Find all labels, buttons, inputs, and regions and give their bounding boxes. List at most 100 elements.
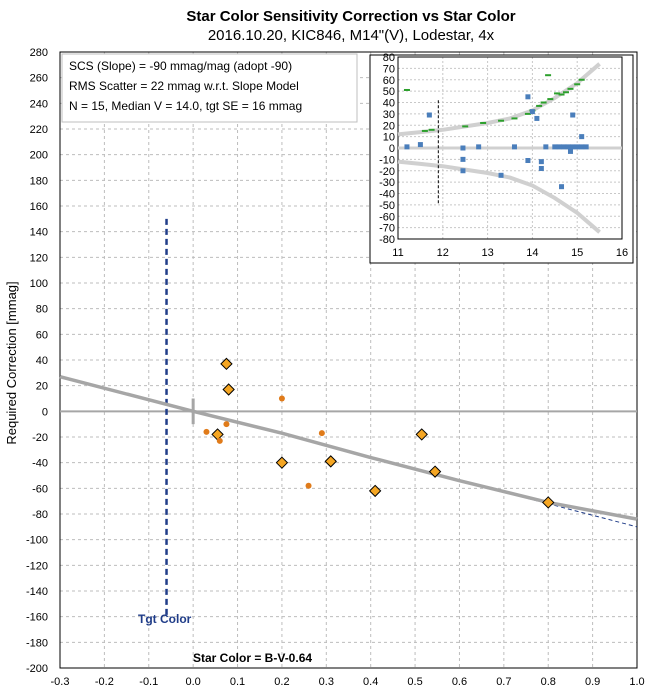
inset-y-tick-label: 0 <box>389 143 395 155</box>
x-tick-label: -0.1 <box>139 676 158 688</box>
inset-residual-point <box>460 156 466 162</box>
x-tick-label: 0.7 <box>496 676 511 688</box>
y-tick-label: 160 <box>30 201 48 213</box>
y-tick-label: -160 <box>26 612 48 624</box>
inset-x-tick-label: 14 <box>526 247 538 259</box>
inset-residual-point <box>534 115 540 121</box>
dot-point <box>223 421 230 428</box>
inset-y-tick-label: -80 <box>379 234 395 246</box>
inset-residual-point <box>552 144 558 150</box>
inset-se-mark <box>540 101 547 104</box>
main-plot-area <box>59 218 638 617</box>
dot-point <box>216 437 223 444</box>
inset-residual-point <box>561 144 567 150</box>
x-tick-label: 1.0 <box>629 676 644 688</box>
model-curve <box>59 374 638 521</box>
inset-se-mark <box>428 128 435 131</box>
diamond-point <box>368 484 382 498</box>
inset-residual-point <box>567 148 573 154</box>
x-tick-label: 0.0 <box>186 676 201 688</box>
diamond-point <box>542 496 555 509</box>
inset-tick-labels: -80-70-60-50-40-30-20-100102030405060708… <box>379 52 628 259</box>
dot-point <box>305 482 312 489</box>
y-tick-label: 100 <box>30 278 48 290</box>
inset-residual-point <box>417 142 423 148</box>
y-axis-label: Required Correction [mmag] <box>4 281 19 444</box>
inset-x-tick-label: 11 <box>392 247 403 259</box>
inset-residual-point <box>529 109 535 115</box>
inset-y-tick-label: 50 <box>383 86 395 98</box>
inset-residual-point <box>511 144 517 150</box>
info-box: SCS (Slope) = -90 mmag/mag (adopt -90) R… <box>61 53 358 123</box>
dot-point <box>318 430 325 437</box>
x-tick-label: -0.2 <box>95 676 114 688</box>
inset-y-tick-label: -20 <box>379 166 395 178</box>
y-tick-label: -140 <box>26 586 48 598</box>
inset-grid <box>397 56 623 240</box>
x-tick-label: 0.6 <box>452 676 467 688</box>
inset-se-mark <box>524 112 531 115</box>
chart-title: Star Color Sensitivity Correction vs Sta… <box>186 8 515 25</box>
diamond-point <box>211 428 224 441</box>
inset-residual-point <box>579 134 585 140</box>
inset-x-tick-label: 12 <box>437 247 449 259</box>
y-tick-label: 80 <box>36 304 48 316</box>
inset-residual-point <box>404 144 410 150</box>
inset-y-tick-label: 30 <box>383 109 395 121</box>
target-color-label: Tgt Color <box>138 612 192 626</box>
y-tick-label: -120 <box>26 560 48 572</box>
inset-se-mark <box>574 83 581 86</box>
y-tick-label: 180 <box>30 175 48 187</box>
inset-se-mark <box>536 104 543 107</box>
inset-y-tick-label: -30 <box>379 177 395 189</box>
diamond-point <box>222 383 235 396</box>
inset-se-mark <box>545 74 552 77</box>
info-line-count: N = 15, Median V = 14.0, tgt SE = 16 mma… <box>69 99 302 113</box>
inset-y-tick-label: -60 <box>379 211 395 223</box>
inset-se-mark <box>480 121 487 124</box>
inset-residual-point <box>565 144 571 150</box>
inset-residual-point <box>570 112 576 118</box>
diamond-point <box>220 357 233 371</box>
y-tick-label: 20 <box>36 381 48 393</box>
inset-x-tick-label: 13 <box>481 247 493 259</box>
inset-se-mark <box>567 87 574 90</box>
inset-frame <box>369 54 634 264</box>
inset-residual-point <box>538 159 544 165</box>
inset-y-tick-label: -50 <box>379 200 395 212</box>
inset-chart: -80-70-60-50-40-30-20-100102030405060708… <box>369 52 634 264</box>
y-tick-label: 280 <box>30 47 48 59</box>
inset-residual-point <box>498 172 504 178</box>
info-box-frame <box>61 53 358 123</box>
y-tick-label: -100 <box>26 535 48 547</box>
main-tick-labels: -200-180-160-140-120-100-80-60-40-200204… <box>26 47 645 688</box>
inset-residual-point <box>583 144 589 150</box>
y-tick-label: 0 <box>42 406 48 418</box>
x-tick-label: -0.3 <box>51 676 70 688</box>
y-tick-label: 120 <box>30 252 48 264</box>
info-line-slope: SCS (Slope) = -90 mmag/mag (adopt -90) <box>69 59 292 73</box>
inset-x-tick-label: 16 <box>616 247 628 259</box>
x-tick-label: 0.5 <box>407 676 422 688</box>
inset-residual-point <box>574 144 580 150</box>
y-tick-label: 200 <box>30 150 48 162</box>
inset-y-tick-label: 10 <box>383 132 395 144</box>
inset-y-tick-label: 60 <box>383 75 395 87</box>
y-tick-label: 240 <box>30 98 48 110</box>
x-tick-label: 0.9 <box>585 676 600 688</box>
inset-se-mark <box>421 129 428 132</box>
inset-residual-point <box>579 144 585 150</box>
y-tick-label: -200 <box>26 663 48 675</box>
inset-se-mark <box>547 98 554 101</box>
plot-border <box>59 51 638 669</box>
info-line-rms: RMS Scatter = 22 mmag w.r.t. Slope Model <box>69 79 299 93</box>
inset-se-mark <box>498 119 505 122</box>
x-axis-label: Star Color = B-V-0.64 <box>193 651 312 665</box>
inset-y-tick-label: -40 <box>379 189 395 201</box>
y-tick-label: -20 <box>32 432 48 444</box>
inset-residual-point <box>538 165 544 171</box>
diamond-point <box>275 456 289 469</box>
dot-point <box>278 395 285 402</box>
y-tick-label: -180 <box>26 637 48 649</box>
